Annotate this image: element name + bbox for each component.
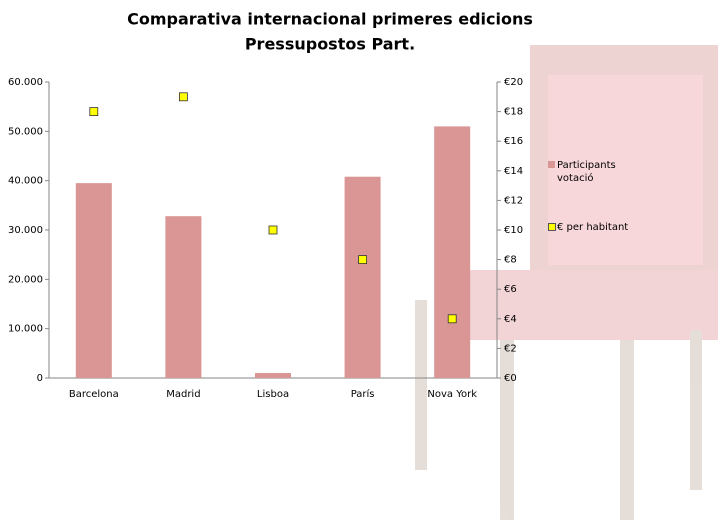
y2-tick-label: €18 bbox=[504, 107, 523, 118]
bar bbox=[434, 126, 471, 379]
y2-tick-label: €16 bbox=[504, 136, 523, 147]
x-tick-label: Lisboa bbox=[257, 389, 289, 400]
marker bbox=[268, 225, 278, 235]
marker bbox=[89, 107, 99, 116]
legend-label: € per habitant bbox=[557, 222, 629, 233]
y2-tick-label: €14 bbox=[504, 166, 523, 177]
legend-swatch bbox=[548, 161, 555, 168]
y2-tick-label: €2 bbox=[504, 343, 517, 354]
bar bbox=[255, 373, 291, 378]
marker bbox=[358, 255, 368, 265]
marker bbox=[447, 314, 457, 324]
x-tick-label: Nova York bbox=[427, 389, 477, 400]
chart-title: Comparativa internacional primeres edici… bbox=[127, 10, 533, 29]
chart-title: Pressupostos Part. bbox=[245, 35, 415, 54]
bar bbox=[165, 216, 202, 378]
y-tick-label: 40.000 bbox=[8, 176, 43, 187]
y2-tick-label: €12 bbox=[504, 195, 523, 206]
y-tick-label: 10.000 bbox=[8, 324, 43, 335]
y2-tick-label: €10 bbox=[504, 225, 523, 236]
x-tick-label: Barcelona bbox=[69, 389, 119, 400]
chair-background bbox=[415, 45, 718, 520]
y-tick-label: 50.000 bbox=[8, 126, 43, 137]
y-tick-label: 30.000 bbox=[8, 225, 43, 236]
y-tick-label: 20.000 bbox=[8, 274, 43, 285]
bar bbox=[344, 176, 381, 378]
x-tick-label: París bbox=[351, 388, 375, 400]
y2-tick-label: €4 bbox=[504, 314, 517, 325]
legend-label: Participants votació bbox=[557, 160, 616, 184]
y2-tick-label: €20 bbox=[504, 77, 523, 88]
marker bbox=[178, 92, 188, 102]
x-tick-label: Madrid bbox=[166, 389, 200, 400]
y-tick-label: 60.000 bbox=[8, 77, 43, 88]
y2-tick-label: €0 bbox=[504, 373, 517, 384]
y2-tick-label: €8 bbox=[504, 255, 517, 266]
bar bbox=[75, 183, 112, 378]
y2-tick-label: €6 bbox=[504, 284, 517, 295]
legend-swatch bbox=[548, 223, 556, 231]
y-tick-label: 0 bbox=[37, 373, 43, 384]
